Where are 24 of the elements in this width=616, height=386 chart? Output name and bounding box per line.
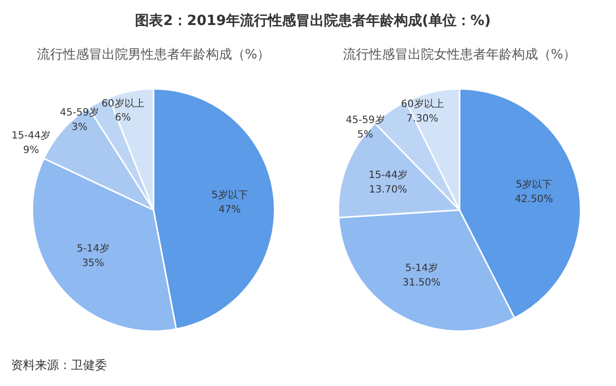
slice-label: 15-44岁 [12,130,51,142]
slice-label: 15-44岁 [368,169,408,182]
slice-label: 60岁以上 [102,97,144,110]
slice-label: 5岁以下 [211,189,248,202]
data-label: 13.70% [369,184,408,196]
slice-label: 5-14岁 [405,262,438,274]
data-label: 42.50% [514,194,553,205]
chart-subtitle: 流行性感冒出院女性患者年龄构成（%） [342,46,576,62]
slice-label: 60岁以上 [401,98,444,110]
slice-label: 5-14岁 [76,242,110,255]
chart-subtitle: 流行性感冒出院男性患者年龄构成（%） [36,46,270,62]
slice-label: 5岁以下 [516,178,552,191]
data-label: 7.30% [406,113,438,124]
slice-label: 45-59岁 [60,106,99,118]
data-label: 35% [82,258,104,270]
data-label: 31.50% [402,277,441,288]
data-label: 5% [357,129,374,140]
data-label: 9% [23,144,40,156]
text: 资料来源：卫健委 [11,357,107,374]
slice-label: 45-59岁 [346,114,385,126]
data-label: 47% [218,204,241,216]
data-label: 6% [114,112,131,124]
text: 图表2：2019年流行性感冒出院患者年龄构成(单位：%) [135,12,491,31]
data-label: 3% [71,122,88,133]
